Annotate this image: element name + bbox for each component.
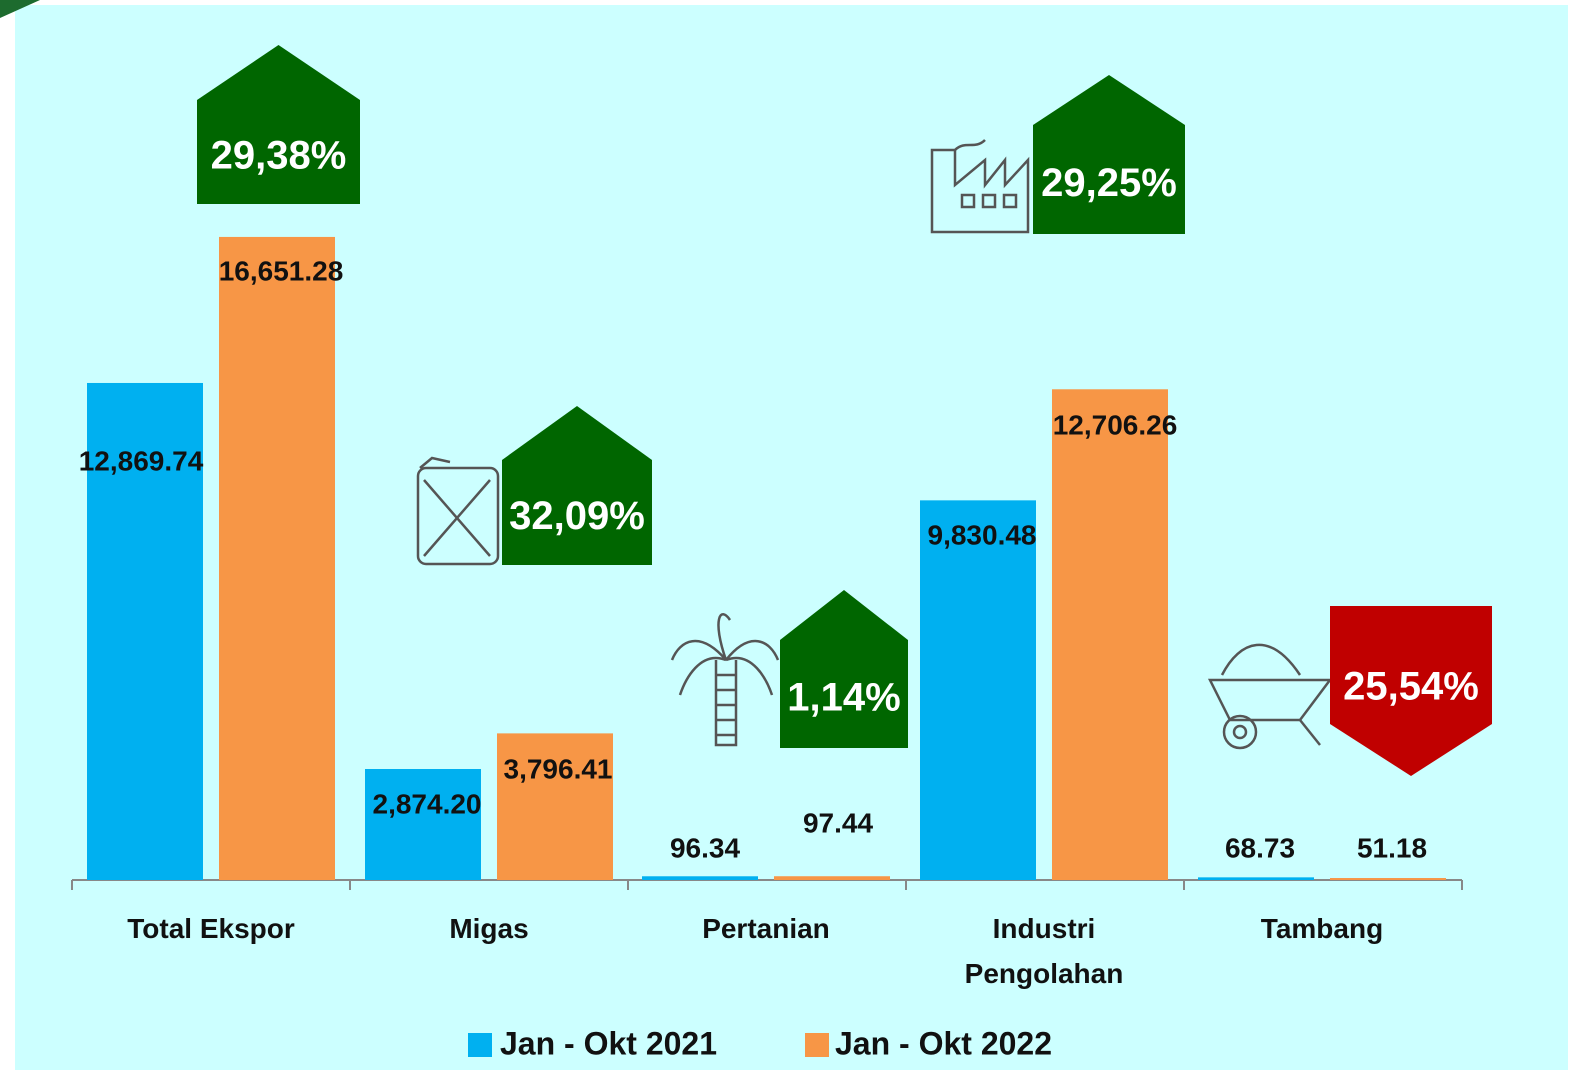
data-label: 16,651.28: [219, 255, 344, 286]
legend-swatch: [805, 1033, 829, 1057]
bar: [1330, 878, 1446, 880]
x-tick-label-box: Industri Pengolahan: [964, 913, 1124, 989]
bar: [1198, 877, 1314, 880]
change-label: 32,09%: [509, 494, 645, 538]
x-tick-label: Pertanian: [702, 913, 830, 944]
x-tick-label-box: Total Ekspor: [127, 913, 295, 944]
x-tick-label: Industri Pengolahan: [964, 913, 1124, 989]
bar: [1052, 389, 1168, 880]
change-badge: [197, 45, 360, 204]
change-badge: [1033, 75, 1185, 234]
x-tick-label-box: Pertanian: [702, 913, 830, 944]
bar: [87, 382, 203, 880]
data-label: 96.34: [670, 832, 740, 863]
data-label: 3,796.41: [504, 753, 613, 784]
change-badge: [780, 590, 908, 748]
change-label: 29,38%: [211, 134, 347, 178]
change-label: 25,54%: [1343, 665, 1479, 709]
x-tick-label: Migas: [449, 913, 529, 944]
legend-label: Jan - Okt 2021: [500, 1025, 717, 1061]
data-label: 68.73: [1225, 832, 1295, 863]
data-label: 12,869.74: [79, 445, 204, 476]
change-badge: [502, 406, 652, 565]
bar: [920, 500, 1036, 880]
data-label: 12,706.26: [1053, 409, 1178, 440]
change-label: 1,14%: [787, 676, 900, 720]
bar: [642, 876, 758, 880]
data-label: 51.18: [1357, 832, 1427, 863]
x-tick-label: Total Ekspor: [127, 913, 295, 944]
bar: [497, 733, 613, 880]
change-badge: [1330, 606, 1492, 776]
bar: [774, 876, 890, 880]
palm-icon: [670, 613, 780, 747]
x-tick-label-box: Tambang: [1260, 913, 1384, 944]
wheelbarrow-icon: [1207, 643, 1333, 750]
jerrycan-icon: [416, 456, 500, 566]
data-label: 97.44: [803, 807, 873, 838]
bar: [365, 768, 481, 880]
factory-icon: [930, 139, 1030, 234]
legend-label: Jan - Okt 2022: [835, 1025, 1052, 1061]
corner-decoration: [0, 0, 40, 18]
data-label: 9,830.48: [928, 519, 1037, 550]
x-tick-label-box: Migas: [449, 913, 529, 944]
x-tick-label: Tambang: [1260, 913, 1384, 944]
change-label: 29,25%: [1041, 161, 1177, 205]
bar: [219, 236, 335, 881]
data-label: 2,874.20: [373, 788, 482, 819]
legend-swatch: [468, 1033, 492, 1057]
